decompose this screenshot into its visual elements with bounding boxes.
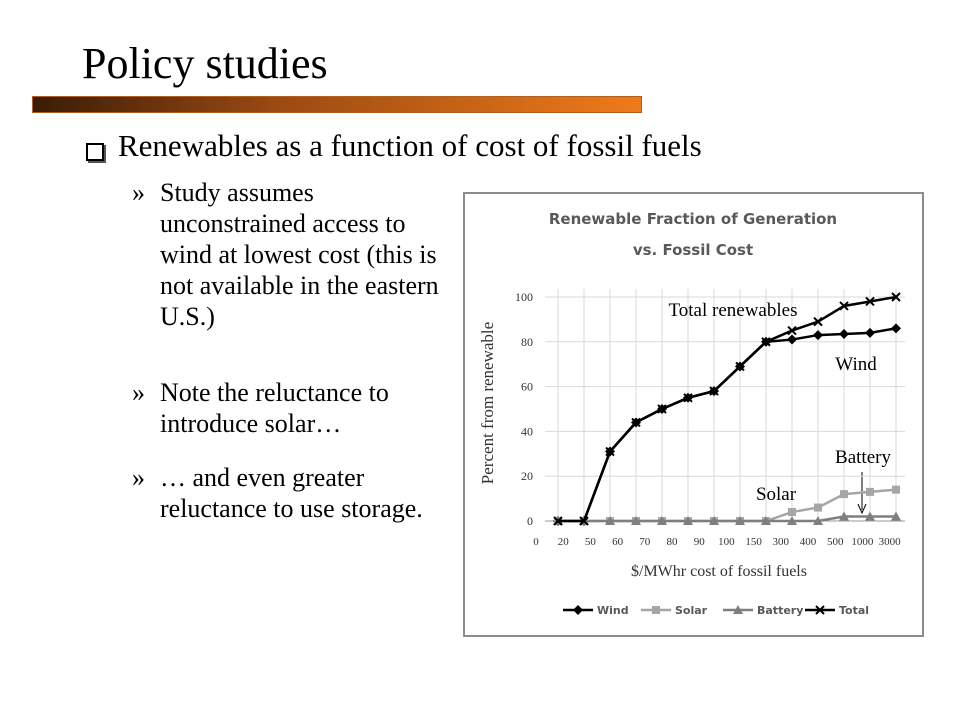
data-point	[735, 361, 745, 372]
series-line	[558, 295, 897, 523]
bullet-marker	[86, 143, 104, 161]
x-tick-label: 100	[718, 536, 735, 548]
legend-marker	[652, 606, 660, 614]
subbullet: »… and even greater reluctance to use st…	[132, 462, 452, 524]
slide-title: Policy studies	[82, 39, 328, 88]
subbullet-text: … and even greater reluctance to use sto…	[160, 463, 423, 523]
legend-marker	[573, 605, 583, 615]
data-point	[631, 417, 641, 428]
data-point	[892, 485, 900, 494]
x-tick-label: 300	[773, 536, 790, 548]
data-point	[839, 511, 849, 521]
data-point	[865, 327, 875, 338]
y-tick-label: 100	[515, 290, 533, 304]
y-tick-label: 40	[521, 424, 533, 438]
y-axis-label: Percent from renewable	[478, 322, 497, 484]
data-point	[709, 516, 719, 525]
x-tick-label: 150	[745, 536, 762, 548]
data-point	[813, 316, 823, 327]
data-point	[605, 516, 615, 525]
annotation: Battery	[835, 447, 891, 468]
data-point	[787, 334, 797, 345]
annotation: Wind	[835, 354, 877, 375]
y-tick-label: 60	[521, 380, 533, 394]
bullet: Renewables as a function of cost of foss…	[118, 128, 702, 163]
x-tick-label: 3000	[879, 536, 902, 548]
subbullet: » Study assumes unconstrained access to w…	[132, 177, 452, 332]
data-point	[553, 516, 563, 526]
x-tick-label: 20	[558, 536, 570, 548]
data-point	[813, 330, 823, 341]
subbullet-text: Note the reluctance to introduce solar…	[160, 378, 389, 438]
data-point	[761, 337, 771, 347]
data-point	[891, 323, 901, 334]
series-line	[558, 515, 896, 523]
annotation: Solar	[756, 484, 797, 505]
data-point	[579, 516, 589, 526]
x-tick-label: 400	[800, 536, 817, 548]
x-tick-label: 50	[585, 536, 597, 548]
subbullet: » Note the reluctance to introduce solar…	[132, 377, 452, 439]
x-tick-label: 0	[533, 536, 539, 548]
legend-marker	[815, 605, 825, 615]
data-point	[891, 511, 901, 521]
data-point	[891, 292, 901, 302]
title-bar	[32, 96, 642, 113]
chart-frame	[463, 192, 924, 637]
data-point	[813, 516, 823, 525]
subbullet-text: Study assumes unconstrained access to wi…	[160, 178, 439, 331]
x-tick-label: 1000	[851, 536, 874, 548]
data-point	[865, 511, 875, 521]
legend-label: Solar	[675, 604, 708, 617]
data-point	[866, 487, 874, 496]
x-tick-label: 500	[827, 536, 844, 548]
chart-title: Renewable Fraction of Generation	[549, 210, 837, 228]
data-point	[735, 516, 745, 525]
data-point	[865, 296, 875, 307]
data-point	[788, 508, 796, 517]
x-tick-label: 70	[639, 536, 651, 548]
data-point	[840, 490, 848, 499]
annotation: Total renewables	[669, 300, 798, 321]
data-point	[839, 328, 849, 339]
x-tick-label: 60	[612, 536, 624, 548]
x-axis-label: $/MWhr cost of fossil fuels	[631, 563, 807, 580]
chart-title: vs. Fossil Cost	[633, 241, 753, 259]
data-point	[657, 404, 667, 414]
data-point	[787, 325, 797, 336]
y-tick-label: 20	[521, 469, 533, 483]
x-tick-label: 90	[694, 536, 706, 548]
data-point	[605, 446, 615, 457]
y-tick-label: 80	[521, 335, 533, 349]
data-point	[761, 516, 771, 525]
y-tick-label: 0	[527, 514, 533, 528]
chart: Renewable Fraction of Generation vs. Fos…	[463, 192, 924, 637]
data-point	[709, 386, 719, 396]
legend-label: Battery	[757, 604, 803, 617]
x-tick-label: 80	[667, 536, 679, 548]
annotation-arrowhead	[857, 503, 867, 515]
data-point	[683, 516, 693, 525]
legend-marker	[733, 605, 743, 614]
data-point	[631, 516, 641, 525]
legend-label: Total	[839, 604, 869, 617]
data-point	[839, 301, 849, 311]
data-point	[814, 503, 822, 512]
data-point	[657, 516, 667, 525]
data-point	[683, 393, 693, 403]
legend-label: Wind	[597, 604, 629, 617]
data-point	[787, 516, 797, 525]
